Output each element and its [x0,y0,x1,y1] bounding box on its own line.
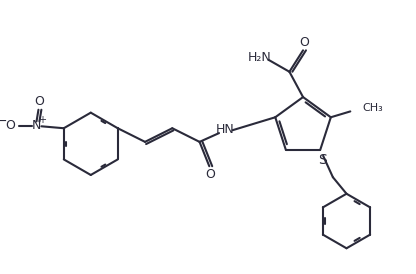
Text: −: − [0,115,7,128]
Text: H₂N: H₂N [248,51,271,64]
Text: O: O [35,95,45,109]
Text: CH₃: CH₃ [362,104,383,113]
Text: O: O [5,119,15,132]
Text: O: O [299,36,309,49]
Text: HN: HN [215,123,234,136]
Text: O: O [206,169,215,181]
Text: S: S [318,153,327,167]
Text: +: + [38,115,46,125]
Text: N: N [32,119,41,132]
